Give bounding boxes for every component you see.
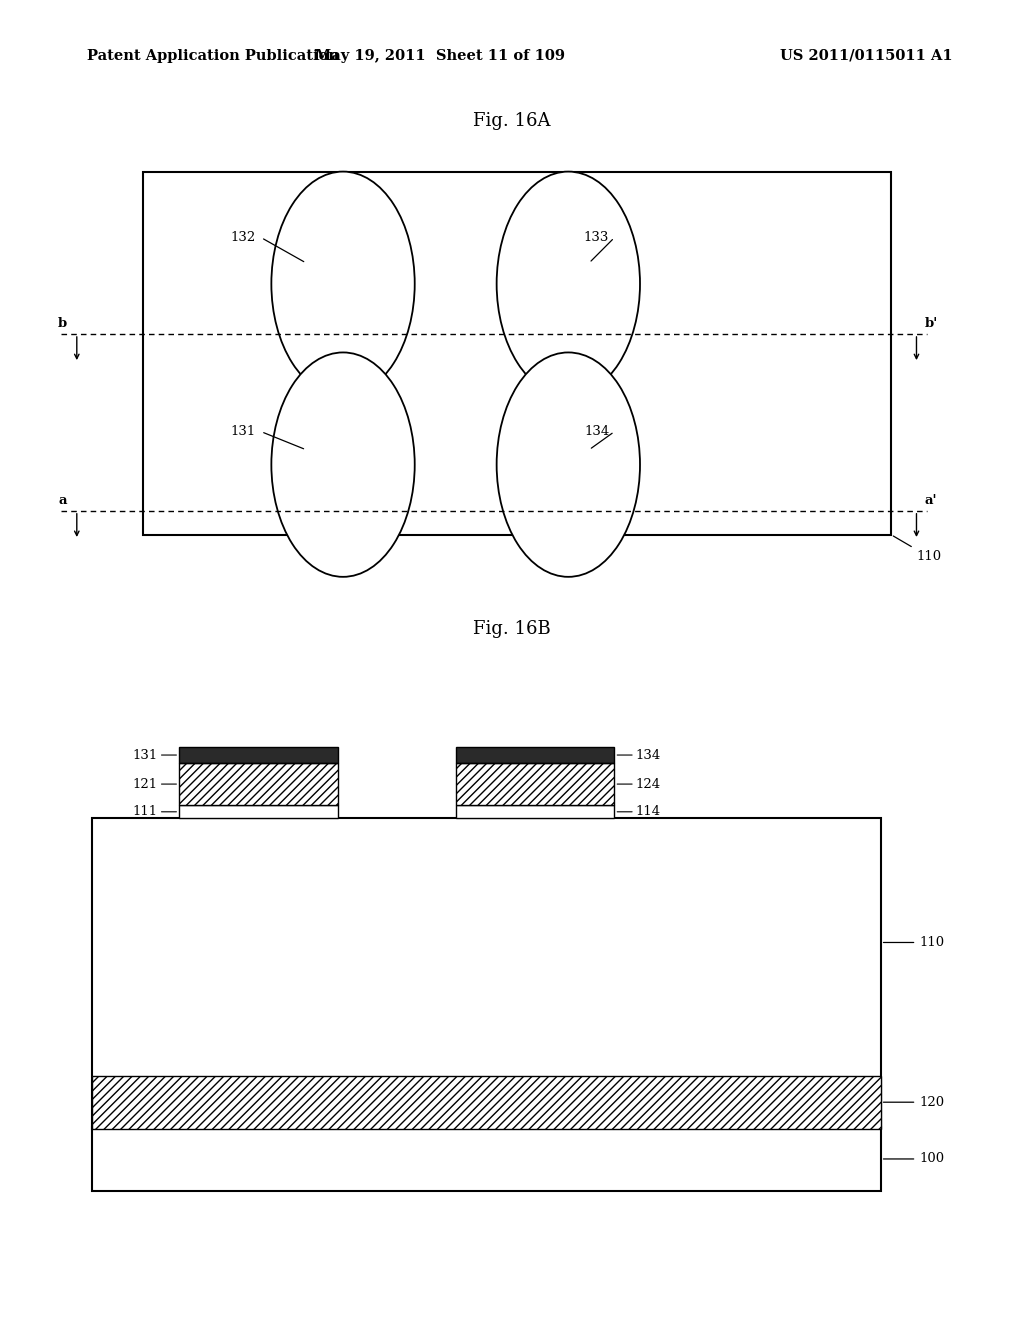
Bar — [179, 747, 338, 763]
Bar — [92, 1127, 881, 1191]
Bar — [92, 1076, 881, 1129]
Text: Fig. 16A: Fig. 16A — [473, 112, 551, 131]
Ellipse shape — [497, 352, 640, 577]
Text: May 19, 2011  Sheet 11 of 109: May 19, 2011 Sheet 11 of 109 — [315, 49, 565, 63]
Text: 131: 131 — [230, 425, 256, 438]
Text: 100: 100 — [920, 1152, 945, 1166]
Text: 111: 111 — [132, 805, 158, 818]
Bar — [179, 763, 338, 805]
Text: a': a' — [925, 494, 937, 507]
Text: 110: 110 — [920, 936, 945, 949]
Bar — [179, 805, 338, 818]
Bar — [92, 1076, 881, 1129]
Text: 134: 134 — [636, 748, 662, 762]
Text: 134: 134 — [584, 425, 609, 438]
Text: 110: 110 — [893, 536, 942, 564]
Text: 114: 114 — [636, 805, 662, 818]
Text: a: a — [58, 494, 67, 507]
Text: b': b' — [925, 317, 938, 330]
Text: Patent Application Publication: Patent Application Publication — [87, 49, 339, 63]
Ellipse shape — [497, 172, 640, 396]
Text: 120: 120 — [920, 1096, 945, 1109]
Text: 124: 124 — [636, 777, 662, 791]
Bar — [179, 763, 338, 805]
Bar — [456, 763, 614, 805]
Ellipse shape — [271, 172, 415, 396]
Bar — [92, 818, 881, 1129]
Text: Fig. 16B: Fig. 16B — [473, 620, 551, 639]
Text: 131: 131 — [132, 748, 158, 762]
Text: 133: 133 — [584, 231, 609, 244]
Bar — [143, 172, 891, 535]
Ellipse shape — [271, 352, 415, 577]
Text: 132: 132 — [230, 231, 256, 244]
Text: US 2011/0115011 A1: US 2011/0115011 A1 — [779, 49, 952, 63]
Bar — [456, 747, 614, 763]
Text: b: b — [57, 317, 67, 330]
Bar — [456, 763, 614, 805]
Text: 121: 121 — [132, 777, 158, 791]
Bar — [456, 805, 614, 818]
